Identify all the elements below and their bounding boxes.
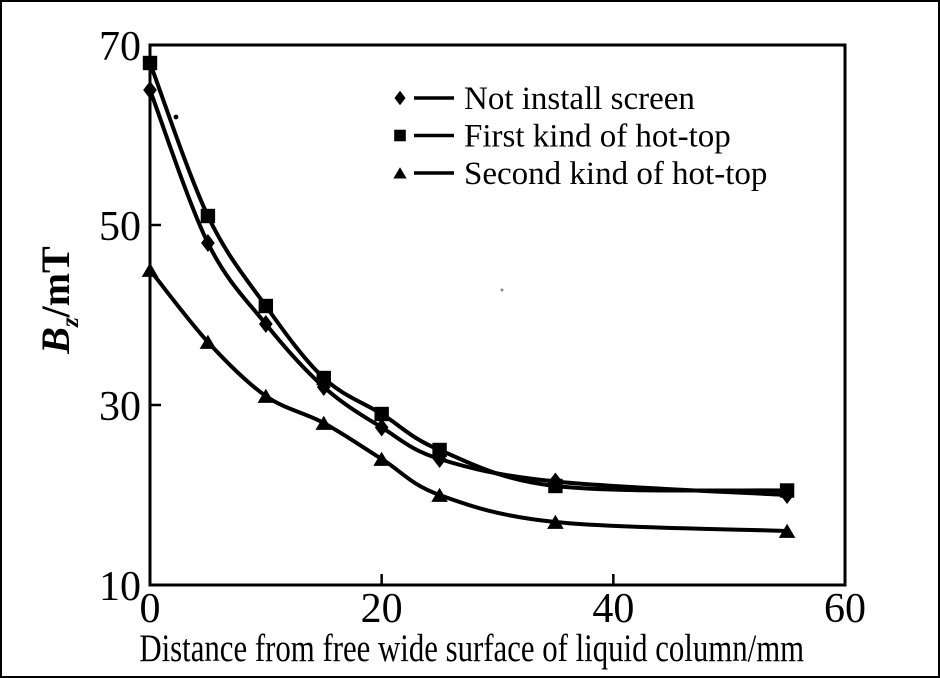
data-point-triangle-marker <box>141 262 159 277</box>
x-axis-title-text: Distance from free wide surface of liqui… <box>139 627 805 670</box>
series-line-triangle <box>148 268 790 533</box>
y-tick-label: 50 <box>99 204 141 250</box>
data-point-diamond-marker <box>201 234 215 252</box>
legend-label: Second kind of hot-top <box>464 156 767 192</box>
x-axis-title: Distance from free wide surface of liqui… <box>2 626 938 671</box>
data-point-diamond-marker <box>432 450 447 468</box>
data-point-square-marker <box>548 478 563 494</box>
data-point-square-marker <box>374 406 389 422</box>
data-point-square-marker <box>432 442 447 458</box>
legend-label: First kind of hot-top <box>464 119 731 155</box>
data-point-triangle-marker <box>431 487 448 502</box>
legend-marker-square <box>394 129 406 142</box>
data-point-square-marker <box>258 298 274 314</box>
y-tick-label: 70 <box>99 24 141 70</box>
data-point-triangle-marker <box>373 451 390 466</box>
data-point-triangle-marker <box>315 415 333 430</box>
y-axis-symbol: B <box>33 327 78 354</box>
y-axis-unit: /mT <box>33 246 78 318</box>
x-tick-label: 40 <box>592 586 634 632</box>
data-point-diamond-marker <box>258 315 273 333</box>
data-point-triangle-marker <box>547 514 564 529</box>
legend-label: Not install screen <box>464 81 695 117</box>
y-axis-subscript: z <box>57 317 84 328</box>
y-tick-label: 30 <box>99 384 141 430</box>
ink-speck <box>173 114 179 120</box>
data-point-square-marker <box>200 208 216 224</box>
y-tick-label: 10 <box>99 564 141 610</box>
data-point-diamond-marker <box>143 81 157 99</box>
legend-marker-diamond <box>394 90 406 106</box>
ink-speck <box>500 288 504 292</box>
data-point-square-marker <box>779 483 795 498</box>
data-point-diamond-marker <box>374 418 389 437</box>
plot-frame <box>148 43 847 587</box>
data-point-square-marker <box>316 370 331 386</box>
legend-marker-triangle <box>393 167 407 179</box>
data-point-triangle-marker <box>199 334 217 349</box>
data-point-square-marker <box>142 55 158 71</box>
y-axis-title: Bz/mT <box>32 150 84 450</box>
x-tick-label: 20 <box>361 586 403 632</box>
data-point-triangle-marker <box>778 523 796 538</box>
data-point-triangle-marker <box>257 388 275 403</box>
x-tick-label: 0 <box>140 586 161 632</box>
x-tick-label: 60 <box>824 586 866 632</box>
